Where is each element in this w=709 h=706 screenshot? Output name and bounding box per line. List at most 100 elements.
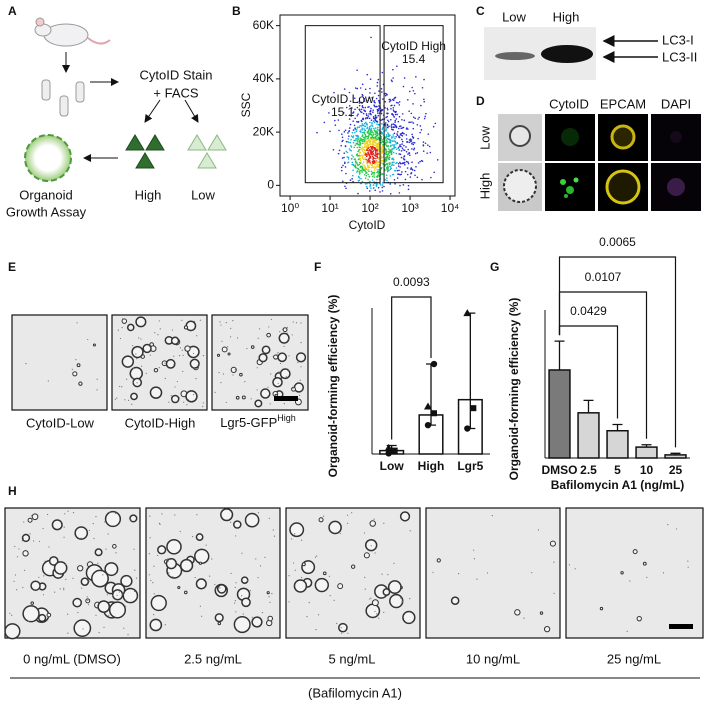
event-dot: [367, 115, 370, 117]
panel-label: F: [314, 260, 321, 274]
event-dot: [369, 161, 371, 164]
event-dot: [390, 153, 393, 156]
event-dot: [369, 139, 372, 142]
micrograph: [4, 507, 141, 640]
event-dot: [364, 125, 366, 128]
debris: [16, 556, 19, 558]
event-dot: [362, 161, 365, 163]
event-dot: [373, 171, 375, 174]
debris: [86, 596, 88, 598]
event-dot: [394, 137, 396, 140]
x-tick-label: Lgr5: [457, 459, 483, 473]
event-dot: [359, 161, 361, 164]
event-dot: [390, 125, 393, 127]
debris: [157, 334, 159, 336]
event-dot: [383, 185, 385, 188]
organoid: [129, 366, 143, 381]
event-dot: [370, 170, 373, 173]
event-dot: [359, 124, 361, 127]
event-dot: [368, 159, 371, 162]
debris: [22, 586, 24, 589]
debris: [173, 355, 175, 357]
micrograph: [145, 507, 281, 639]
event-dot: [413, 147, 416, 150]
event-dot: [367, 166, 369, 169]
event-dot: [344, 166, 347, 168]
event-dot: [378, 90, 380, 92]
event-dot: [363, 164, 366, 167]
event-dot: [357, 113, 359, 116]
event-dot: [381, 139, 384, 141]
event-dot: [374, 155, 377, 157]
event-dot: [369, 155, 372, 158]
event-dot: [422, 144, 425, 147]
debris: [387, 574, 389, 576]
debris: [149, 515, 151, 517]
event-dot: [376, 178, 378, 181]
debris: [257, 512, 260, 514]
debris: [174, 514, 176, 516]
event-dot: [380, 137, 382, 140]
organoid: [4, 623, 21, 640]
data-point: [385, 450, 392, 457]
caption-part: Lgr5-GFP: [220, 415, 277, 430]
organoid: [170, 394, 180, 404]
debris: [234, 600, 236, 602]
event-dot: [412, 122, 415, 124]
event-dot: [362, 150, 364, 153]
event-dot: [367, 144, 370, 147]
event-dot: [362, 95, 364, 97]
debris: [208, 575, 211, 577]
organoid: [104, 510, 122, 528]
debris: [136, 358, 138, 360]
event-dot: [363, 142, 365, 144]
event-dot: [350, 138, 352, 141]
event-dot: [363, 136, 365, 139]
debris: [277, 382, 279, 384]
x-tick-label: 10⁴: [441, 201, 460, 215]
debris: [287, 338, 289, 340]
organoid: [389, 593, 404, 609]
data-point: [463, 309, 472, 317]
event-dot: [416, 123, 419, 126]
event-dot: [389, 141, 392, 144]
debris: [119, 337, 122, 340]
event-dot: [366, 182, 368, 185]
data-point: [470, 405, 477, 412]
event-dot: [381, 71, 384, 74]
organoid: [170, 336, 180, 345]
organoid: [642, 561, 647, 566]
organoid: [282, 327, 288, 333]
event-dot: [393, 145, 395, 147]
event-dot: [367, 168, 370, 171]
event-dot: [394, 146, 397, 149]
debris: [115, 598, 117, 600]
debris: [125, 599, 127, 601]
event-dot: [399, 162, 402, 165]
event-dot: [377, 112, 379, 114]
debris: [230, 521, 232, 523]
event-dot: [390, 167, 393, 170]
event-dot: [371, 123, 373, 125]
organoid: [240, 576, 249, 584]
event-dot: [426, 152, 429, 154]
event-dot: [389, 139, 392, 142]
debris: [30, 515, 32, 517]
group-label: Low: [191, 187, 215, 202]
event-dot: [391, 144, 394, 146]
event-dot: [376, 171, 378, 174]
debris: [153, 565, 155, 567]
event-dot: [369, 190, 371, 192]
event-dot: [412, 89, 415, 92]
event-dot: [381, 186, 384, 189]
organoid: [539, 611, 544, 615]
event-dot: [393, 132, 396, 135]
event-dot: [388, 125, 390, 128]
event-dot: [390, 79, 393, 81]
event-dot: [359, 87, 362, 89]
debris: [259, 565, 262, 567]
event-dot: [357, 150, 359, 153]
event-dot: [413, 169, 416, 172]
event-dot: [400, 145, 402, 148]
debris: [364, 576, 366, 578]
